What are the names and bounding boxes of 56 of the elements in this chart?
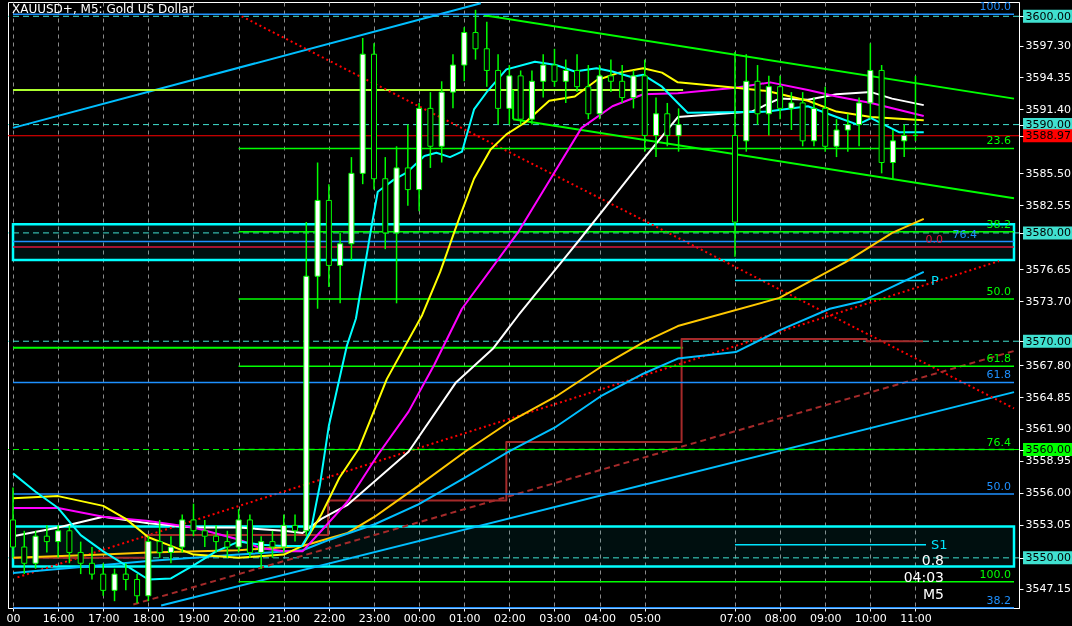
series-label: 100.0: [979, 567, 1011, 581]
y-tick-label: 3590.00: [1025, 118, 1071, 132]
y-tick-label: 3547.15: [1025, 582, 1071, 596]
x-tick-label: 02:00: [494, 611, 526, 625]
series-label: 76.4: [986, 435, 1011, 449]
annotation: 04:03: [903, 569, 944, 585]
y-tick-label: 3588.97: [1025, 129, 1071, 143]
series-label: 23.6: [986, 134, 1011, 148]
series-label: 61.8: [986, 368, 1011, 382]
y-tick-label: 3570.00: [1025, 334, 1071, 348]
series-label: 50.0: [986, 284, 1011, 298]
x-tick-label: 22:00: [313, 611, 346, 625]
x-tick-label: 20:00: [223, 611, 255, 625]
x-tick-label: 07:00: [719, 611, 752, 625]
x-tick-label: 23:00: [358, 611, 391, 625]
y-tick-label: 3573.70: [1025, 294, 1071, 308]
x-tick-label: 09:00: [809, 611, 842, 625]
x-tick-label: 11:00: [900, 611, 932, 625]
x-tick-label: 00:00: [403, 611, 436, 625]
x-tick-label: 00: [6, 611, 21, 625]
series-label: 50.0: [986, 479, 1011, 493]
x-tick-label: 17:00: [87, 611, 120, 625]
y-tick-label: 3597.30: [1025, 39, 1071, 53]
annotation: M5: [923, 586, 944, 602]
y-tick-label: 3585.50: [1025, 166, 1071, 180]
y-tick-label: 3591.40: [1025, 102, 1071, 116]
series-label: 100.0: [979, 0, 1011, 14]
series-label: 61.8: [986, 352, 1011, 366]
y-tick-label: 3576.65: [1025, 262, 1071, 276]
y-tick-label: 3582.55: [1025, 198, 1071, 212]
series-label: P: [931, 272, 940, 288]
x-tick-label: 10:00: [855, 611, 887, 625]
series-label: S1: [931, 536, 948, 552]
x-tick-label: 16:00: [42, 611, 75, 625]
x-tick-label: 04:00: [584, 611, 616, 625]
y-tick-label: 3558.95: [1025, 454, 1071, 468]
x-tick-label: 21:00: [268, 611, 301, 625]
x-tick-label: 18:00: [133, 611, 165, 625]
x-tick-label: 08:00: [764, 611, 797, 625]
y-tick-label: 3567.80: [1025, 358, 1071, 372]
y-tick-label: 3594.35: [1025, 70, 1071, 84]
annotation: 0.8: [921, 552, 944, 568]
x-tick-label: 19:00: [178, 611, 210, 625]
x-tick-label: 01:00: [448, 611, 481, 625]
y-tick-label: 3560.00: [1025, 443, 1071, 457]
y-tick-label: 3550.00: [1025, 551, 1071, 565]
y-tick-label: 3564.85: [1025, 390, 1071, 404]
y-tick-label: 3561.90: [1025, 422, 1071, 436]
chart-title: XAUUSD+, M5: Gold US Dollar: [12, 2, 194, 16]
y-tick-label: 3580.00: [1025, 226, 1071, 240]
x-tick-label: 05:00: [629, 611, 662, 625]
series-label: 38.2: [986, 593, 1011, 607]
y-tick-label: 3553.05: [1025, 518, 1071, 532]
x-tick-label: 03:00: [539, 611, 571, 625]
y-tick-label: 3600.00: [1025, 9, 1071, 23]
y-tick-label: 3556.00: [1025, 486, 1071, 500]
